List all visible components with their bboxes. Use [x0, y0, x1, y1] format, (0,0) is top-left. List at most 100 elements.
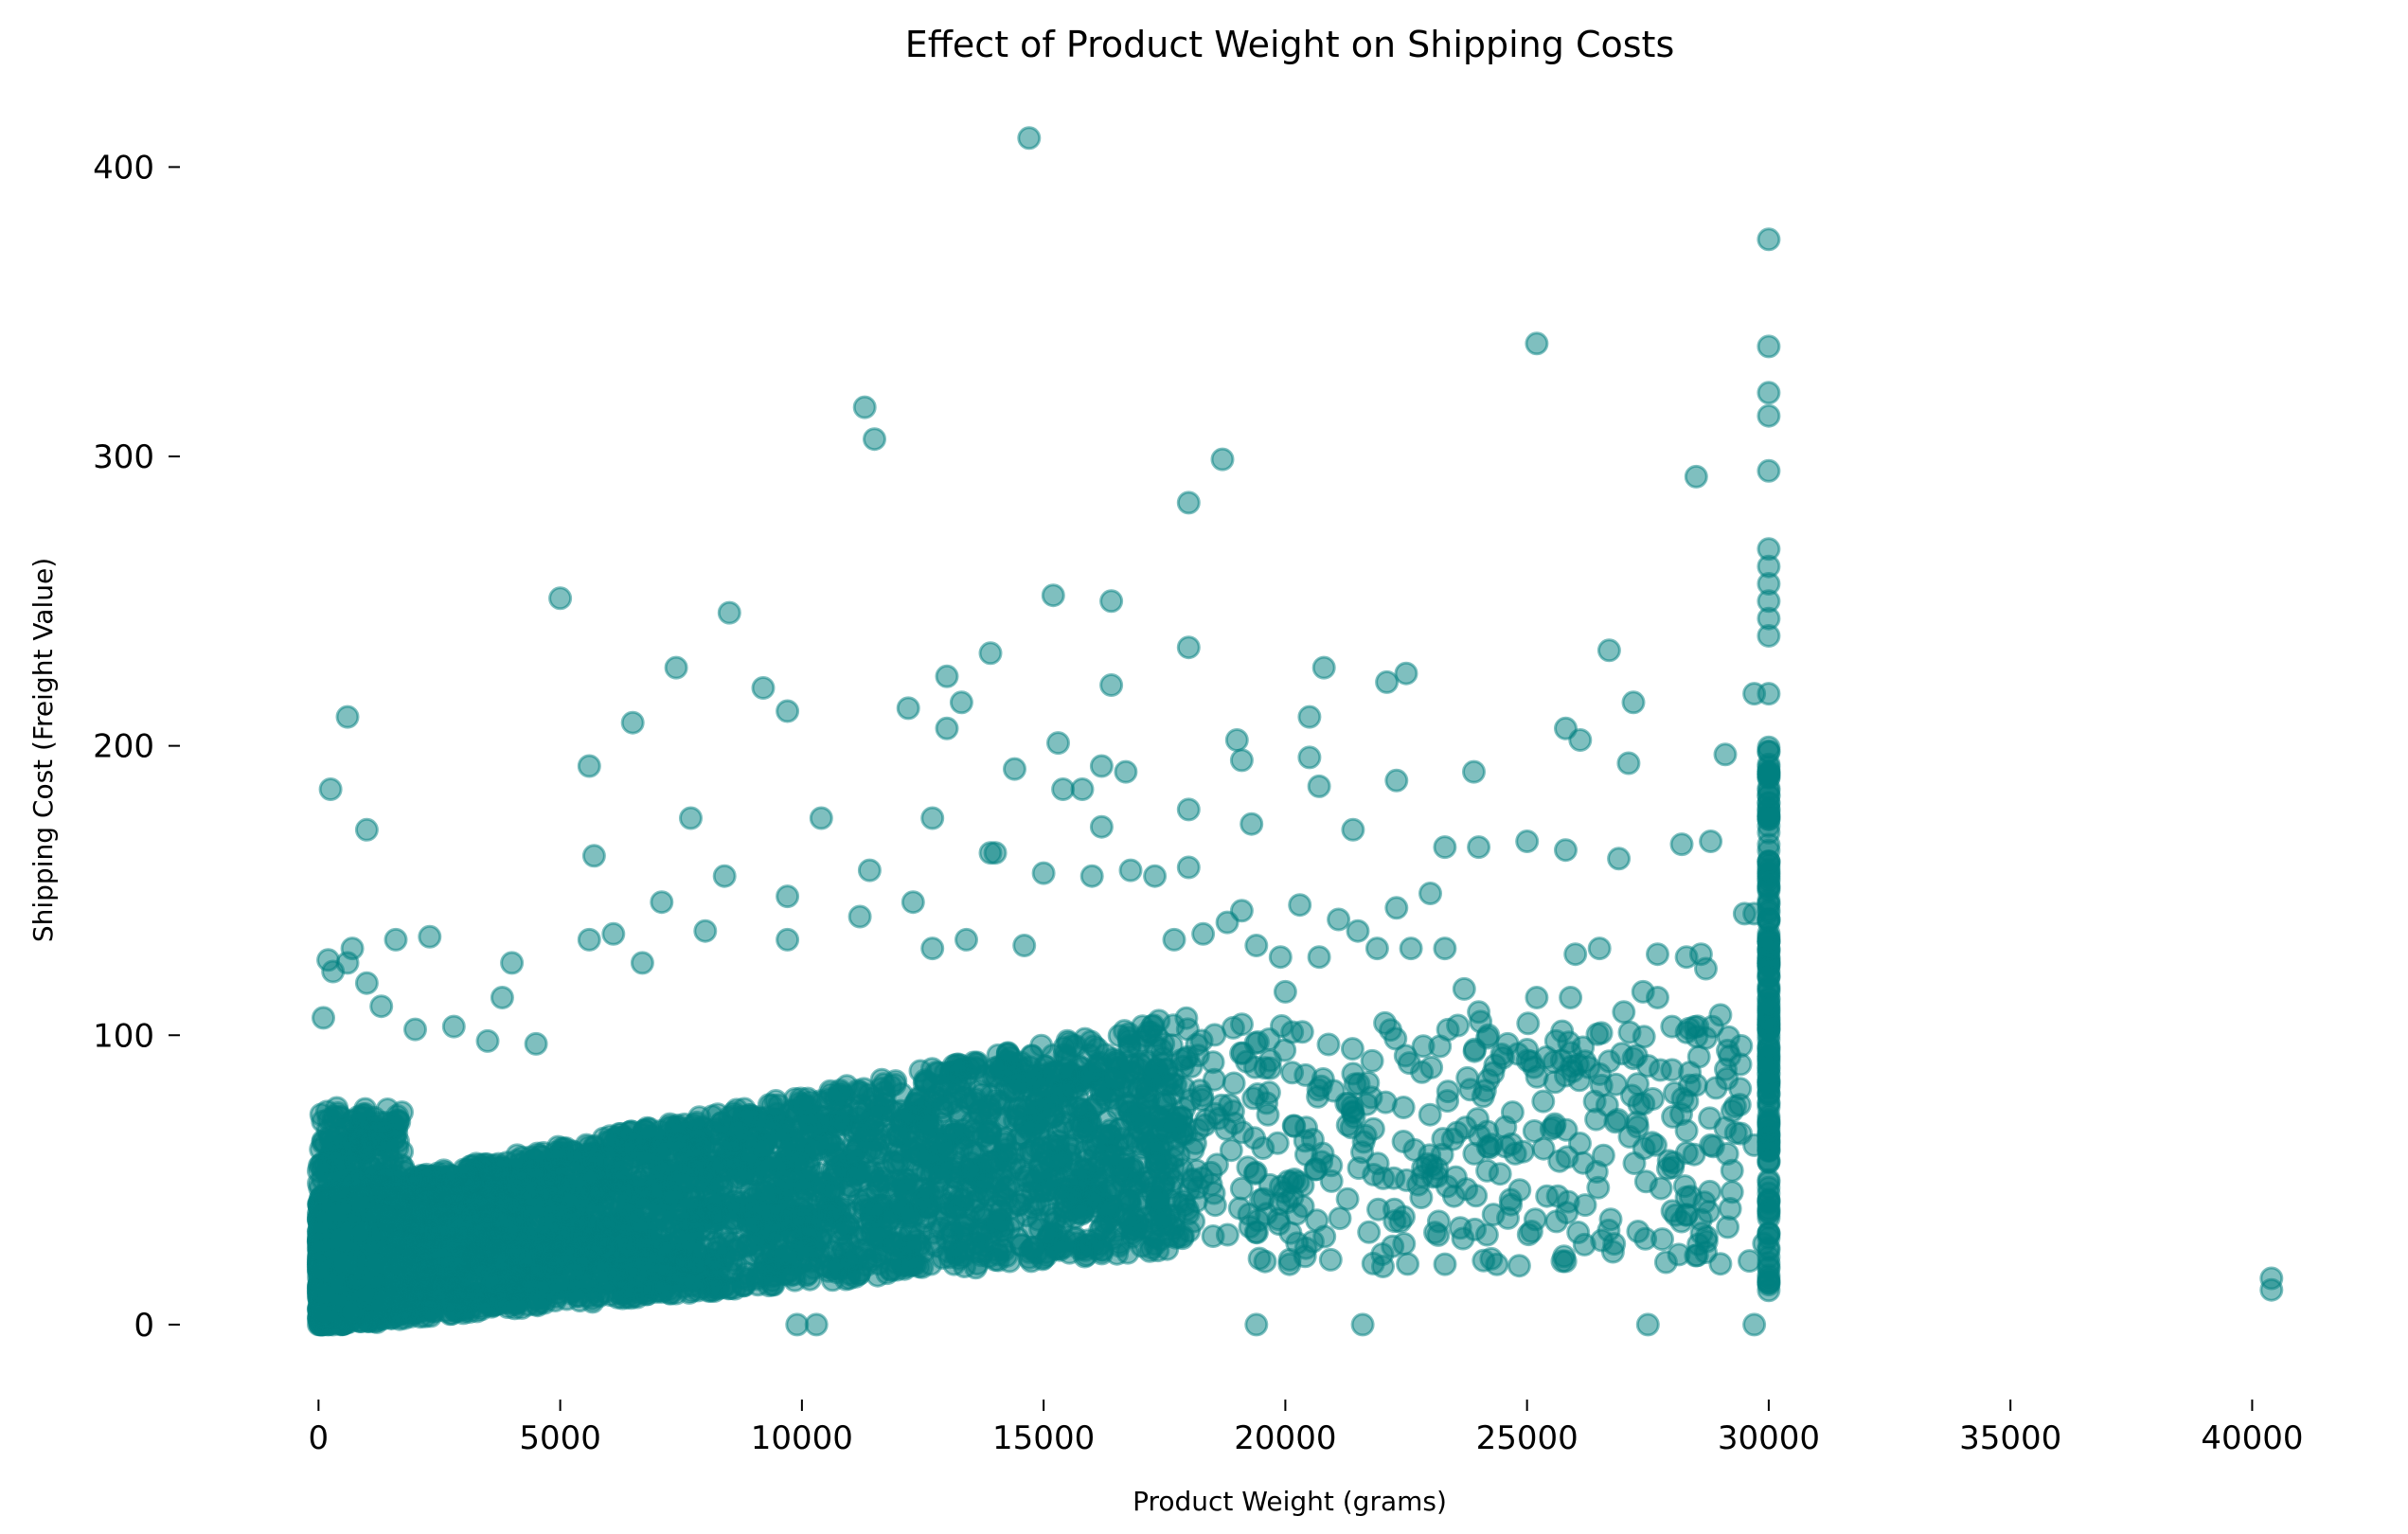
data-point — [885, 1224, 910, 1249]
data-point — [489, 1241, 513, 1265]
data-point — [1133, 1086, 1158, 1111]
data-point — [1471, 1084, 1495, 1109]
data-point — [1293, 1236, 1318, 1260]
data-point — [1522, 1119, 1546, 1143]
data-point — [1552, 1244, 1577, 1269]
data-point — [916, 1111, 940, 1135]
data-point — [1595, 1093, 1619, 1117]
data-point — [1162, 1134, 1186, 1159]
data-point — [1268, 1191, 1292, 1216]
data-point — [1379, 1018, 1402, 1043]
data-point — [1649, 1176, 1673, 1201]
data-point — [1177, 1219, 1202, 1243]
data-point — [682, 1155, 706, 1180]
data-point — [1090, 1215, 1115, 1240]
data-point — [1053, 1165, 1078, 1189]
data-point — [1531, 1089, 1556, 1114]
data-point — [1696, 1200, 1721, 1224]
chart-title: Effect of Product Weight on Shipping Cos… — [905, 24, 1675, 65]
data-point — [1698, 1179, 1722, 1204]
data-point — [969, 1221, 993, 1245]
data-point — [859, 1138, 883, 1162]
data-point — [728, 1118, 752, 1143]
data-point — [1535, 1184, 1560, 1208]
data-point — [480, 1273, 505, 1297]
data-point — [1277, 1252, 1302, 1276]
data-point — [959, 1140, 984, 1165]
data-point — [1090, 1238, 1115, 1262]
data-point — [866, 1103, 890, 1128]
data-point — [1445, 1120, 1470, 1145]
data-point — [333, 1252, 358, 1276]
data-point — [1632, 1025, 1656, 1049]
data-point — [1714, 1057, 1738, 1081]
data-point — [739, 1178, 763, 1203]
data-point — [679, 1188, 704, 1213]
data-point — [639, 1176, 663, 1201]
data-point — [365, 1164, 389, 1188]
data-point — [951, 1186, 975, 1211]
data-point — [600, 1133, 625, 1158]
data-point — [1116, 1022, 1141, 1046]
data-point — [793, 1093, 816, 1117]
data-point — [683, 1240, 707, 1264]
data-point — [1365, 1151, 1390, 1176]
data-point — [350, 1102, 375, 1127]
data-point — [806, 1137, 830, 1162]
data-point — [831, 1218, 856, 1241]
data-point — [608, 1209, 633, 1234]
data-point — [1179, 1054, 1204, 1079]
data-point — [1181, 1137, 1205, 1162]
data-point — [1455, 1065, 1480, 1090]
data-point — [1566, 1221, 1591, 1244]
data-point — [1590, 1228, 1614, 1253]
data-point — [1318, 1247, 1343, 1272]
data-point — [937, 1245, 962, 1270]
data-points — [306, 126, 2284, 1337]
data-point — [796, 1261, 820, 1286]
data-point — [1222, 1071, 1246, 1096]
data-point — [1633, 1226, 1658, 1251]
data-point — [1463, 1217, 1487, 1241]
data-point — [1328, 1206, 1352, 1231]
data-point — [1199, 1172, 1223, 1197]
data-point — [998, 1197, 1023, 1221]
data-point — [1479, 1246, 1504, 1271]
data-point — [1619, 1083, 1644, 1108]
data-point — [1104, 1066, 1129, 1091]
data-point — [1242, 1126, 1267, 1150]
data-point — [1221, 1015, 1245, 1040]
data-point — [1305, 1208, 1329, 1233]
data-point — [759, 1093, 784, 1117]
data-point — [1428, 1034, 1453, 1059]
data-point — [564, 1257, 589, 1280]
data-point — [391, 1155, 416, 1180]
data-point — [993, 1132, 1018, 1156]
data-point — [1503, 1141, 1527, 1166]
data-point — [330, 1227, 354, 1252]
data-point — [489, 1156, 513, 1181]
data-point — [1677, 1073, 1702, 1097]
data-point — [653, 1240, 678, 1265]
data-point — [937, 1157, 962, 1182]
data-point — [1243, 1031, 1268, 1056]
data-point — [823, 1086, 847, 1111]
data-point — [1001, 1077, 1026, 1101]
data-point — [848, 1160, 873, 1185]
data-point — [1177, 1178, 1202, 1203]
data-point — [910, 1189, 935, 1213]
data-point — [1017, 1245, 1042, 1270]
data-point — [738, 1204, 762, 1228]
data-point — [364, 1253, 388, 1277]
data-point — [601, 1267, 626, 1292]
data-point — [748, 1136, 773, 1161]
data-point — [700, 1137, 724, 1162]
data-point — [1236, 1155, 1260, 1180]
data-point — [1357, 1220, 1382, 1244]
data-point — [964, 1256, 988, 1280]
data-point — [730, 1234, 754, 1258]
data-point — [869, 1166, 894, 1190]
data-point — [1433, 1252, 1457, 1276]
data-point — [706, 1276, 731, 1301]
